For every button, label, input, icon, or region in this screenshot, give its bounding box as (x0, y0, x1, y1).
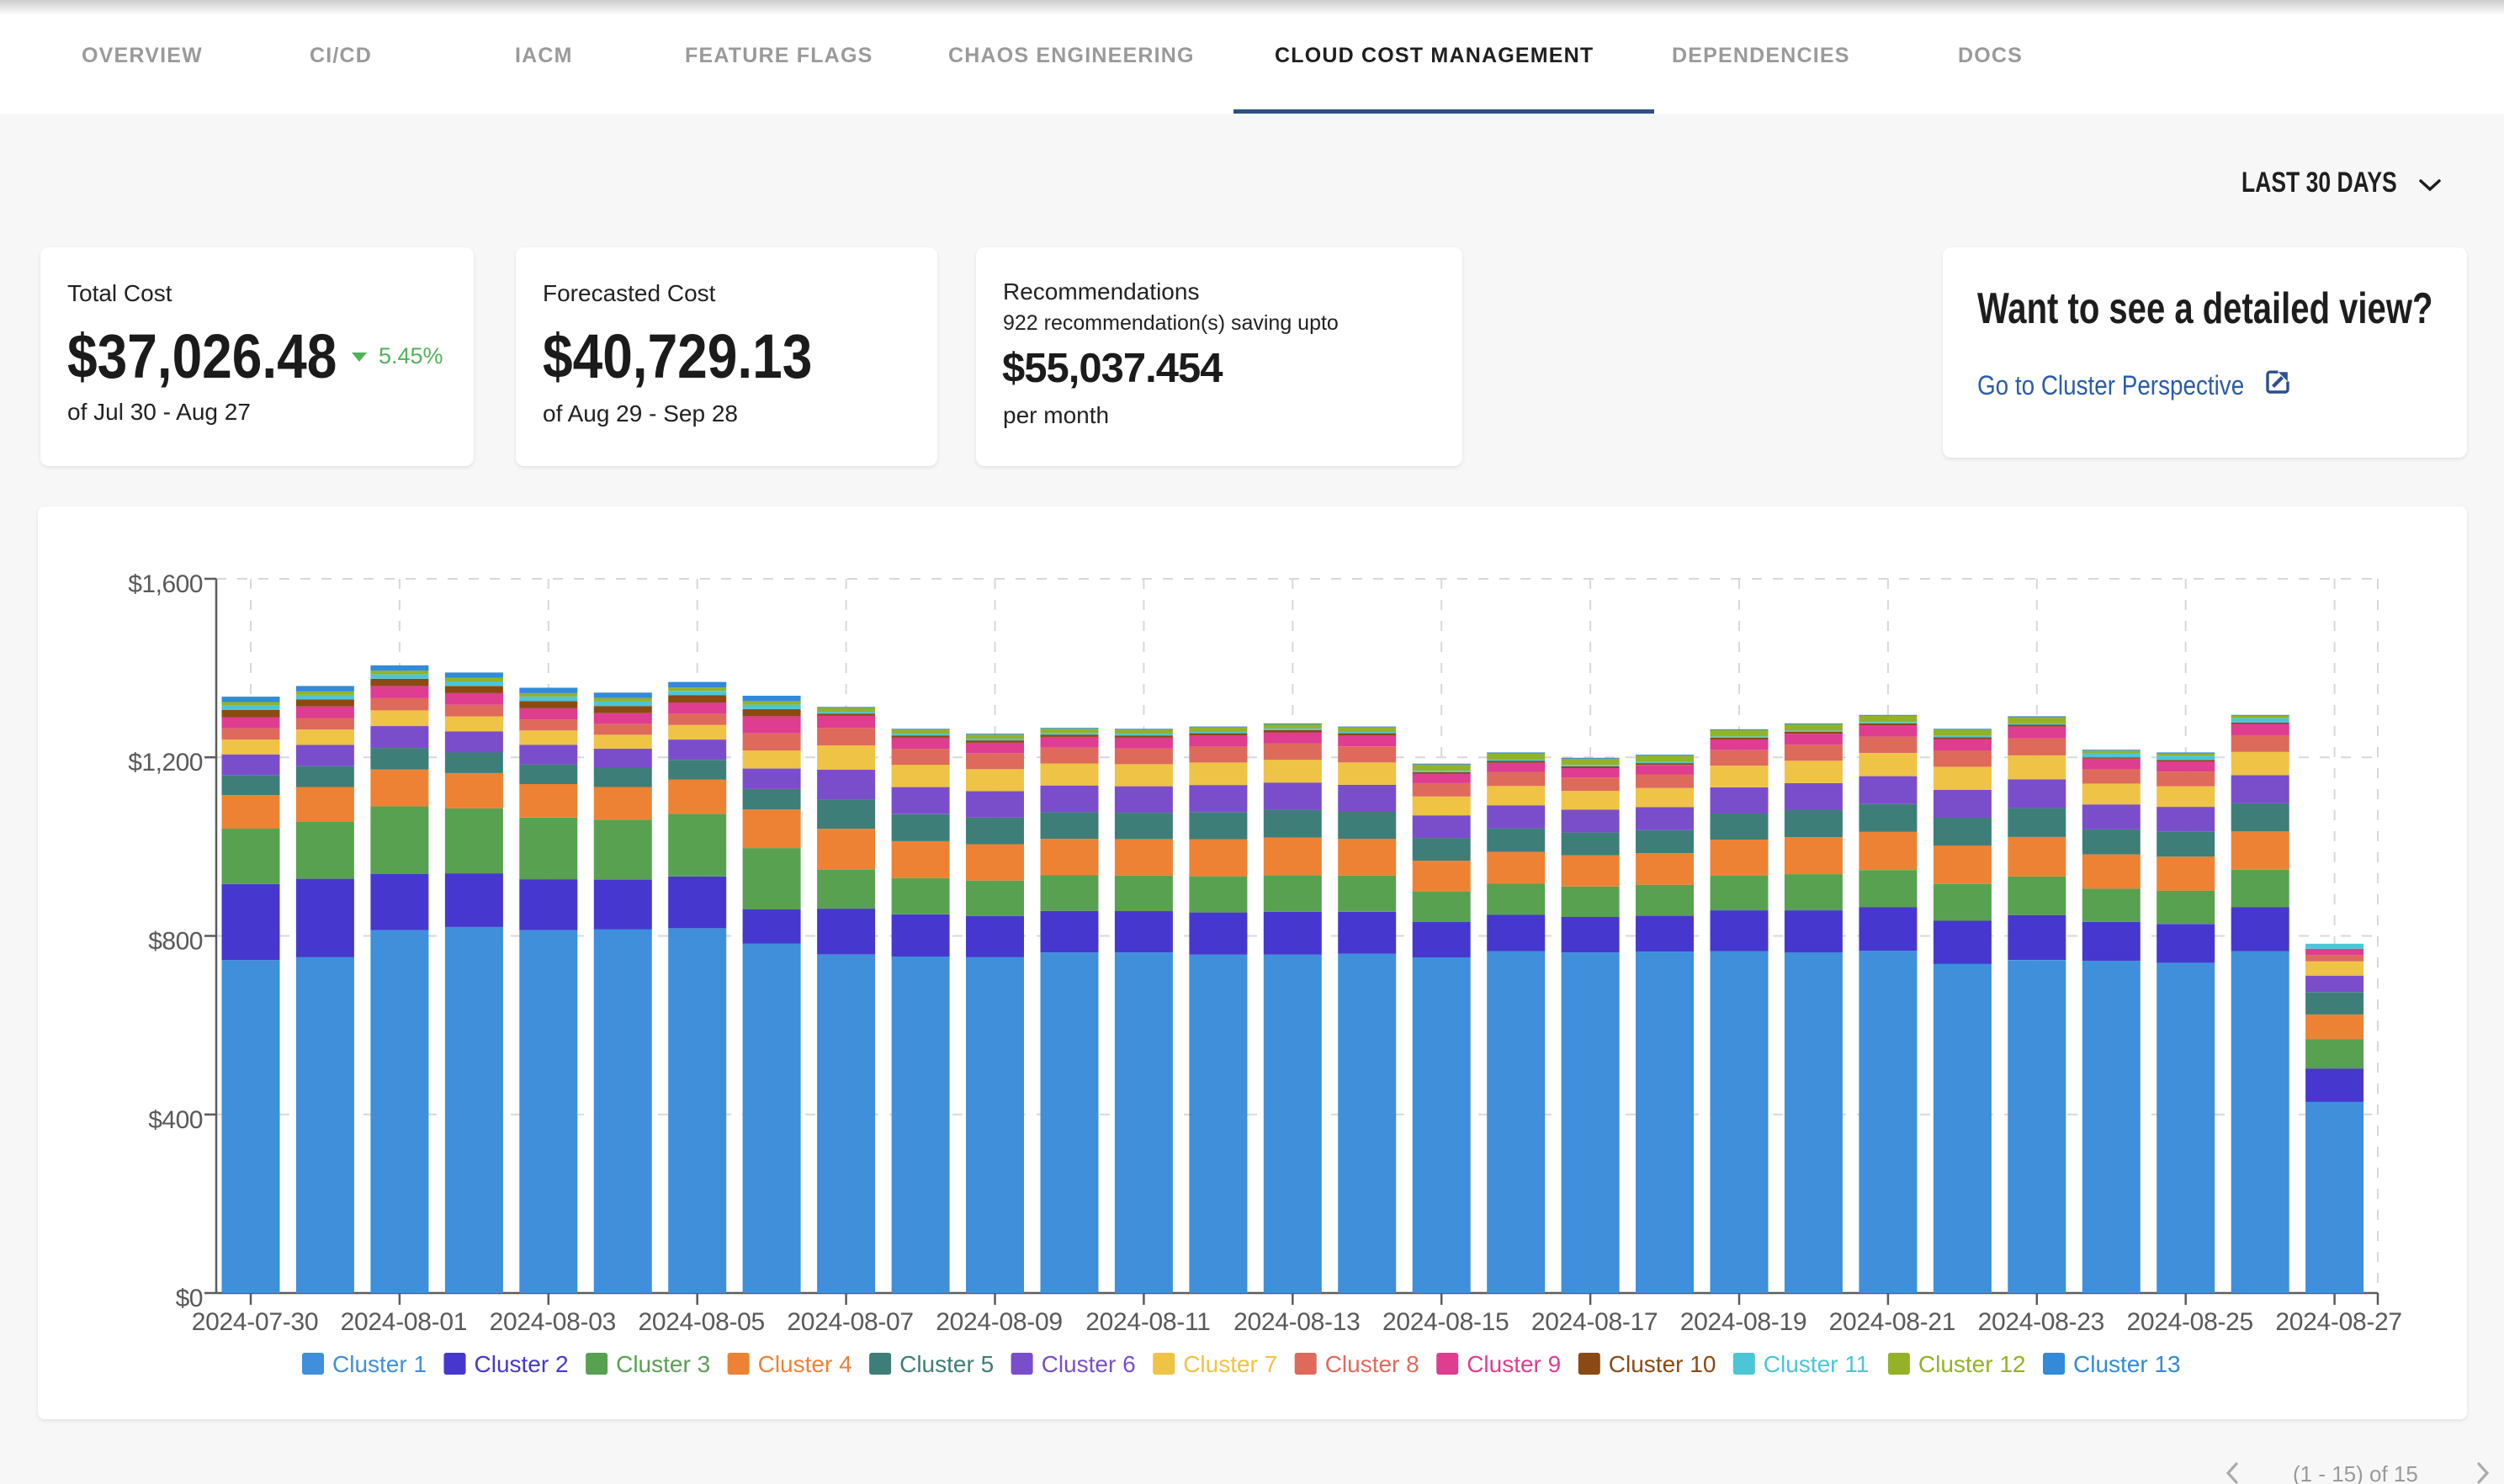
svg-text:2024-08-15: 2024-08-15 (1382, 1308, 1509, 1336)
svg-text:2024-08-21: 2024-08-21 (1829, 1308, 1955, 1336)
svg-text:2024-08-19: 2024-08-19 (1680, 1308, 1806, 1336)
svg-text:$1,600: $1,600 (128, 570, 203, 598)
svg-text:$800: $800 (148, 928, 203, 956)
svg-text:Cluster 12: Cluster 12 (1918, 1351, 2026, 1377)
svg-text:2024-08-27: 2024-08-27 (2275, 1308, 2401, 1336)
svg-text:Cluster 13: Cluster 13 (2073, 1351, 2181, 1377)
svg-text:2024-08-09: 2024-08-09 (936, 1308, 1062, 1336)
svg-text:$1,200: $1,200 (128, 749, 203, 776)
svg-text:$0: $0 (176, 1285, 203, 1312)
svg-text:2024-08-13: 2024-08-13 (1233, 1308, 1360, 1336)
svg-text:Cluster 1: Cluster 1 (332, 1351, 427, 1377)
svg-text:Cluster 2: Cluster 2 (475, 1351, 569, 1377)
svg-text:Cluster 11: Cluster 11 (1764, 1351, 1870, 1377)
svg-text:Cluster 3: Cluster 3 (616, 1351, 710, 1377)
svg-text:Cluster 8: Cluster 8 (1325, 1351, 1419, 1377)
svg-text:Cluster 7: Cluster 7 (1183, 1351, 1277, 1377)
svg-text:Cluster 9: Cluster 9 (1467, 1351, 1561, 1377)
svg-text:2024-08-17: 2024-08-17 (1531, 1308, 1658, 1336)
svg-text:2024-08-11: 2024-08-11 (1085, 1308, 1210, 1336)
svg-text:$400: $400 (148, 1106, 203, 1134)
svg-text:2024-08-01: 2024-08-01 (341, 1308, 467, 1336)
svg-text:2024-08-03: 2024-08-03 (490, 1308, 616, 1336)
svg-text:Cluster 5: Cluster 5 (899, 1351, 994, 1377)
svg-text:2024-08-07: 2024-08-07 (787, 1308, 913, 1336)
svg-text:2024-08-05: 2024-08-05 (638, 1308, 764, 1336)
svg-text:Cluster 4: Cluster 4 (758, 1351, 852, 1377)
svg-text:2024-07-30: 2024-07-30 (192, 1308, 318, 1336)
svg-text:Cluster 10: Cluster 10 (1609, 1351, 1716, 1377)
svg-text:2024-08-23: 2024-08-23 (1978, 1308, 2104, 1336)
svg-text:Cluster 6: Cluster 6 (1042, 1351, 1136, 1377)
svg-text:2024-08-25: 2024-08-25 (2126, 1308, 2252, 1336)
